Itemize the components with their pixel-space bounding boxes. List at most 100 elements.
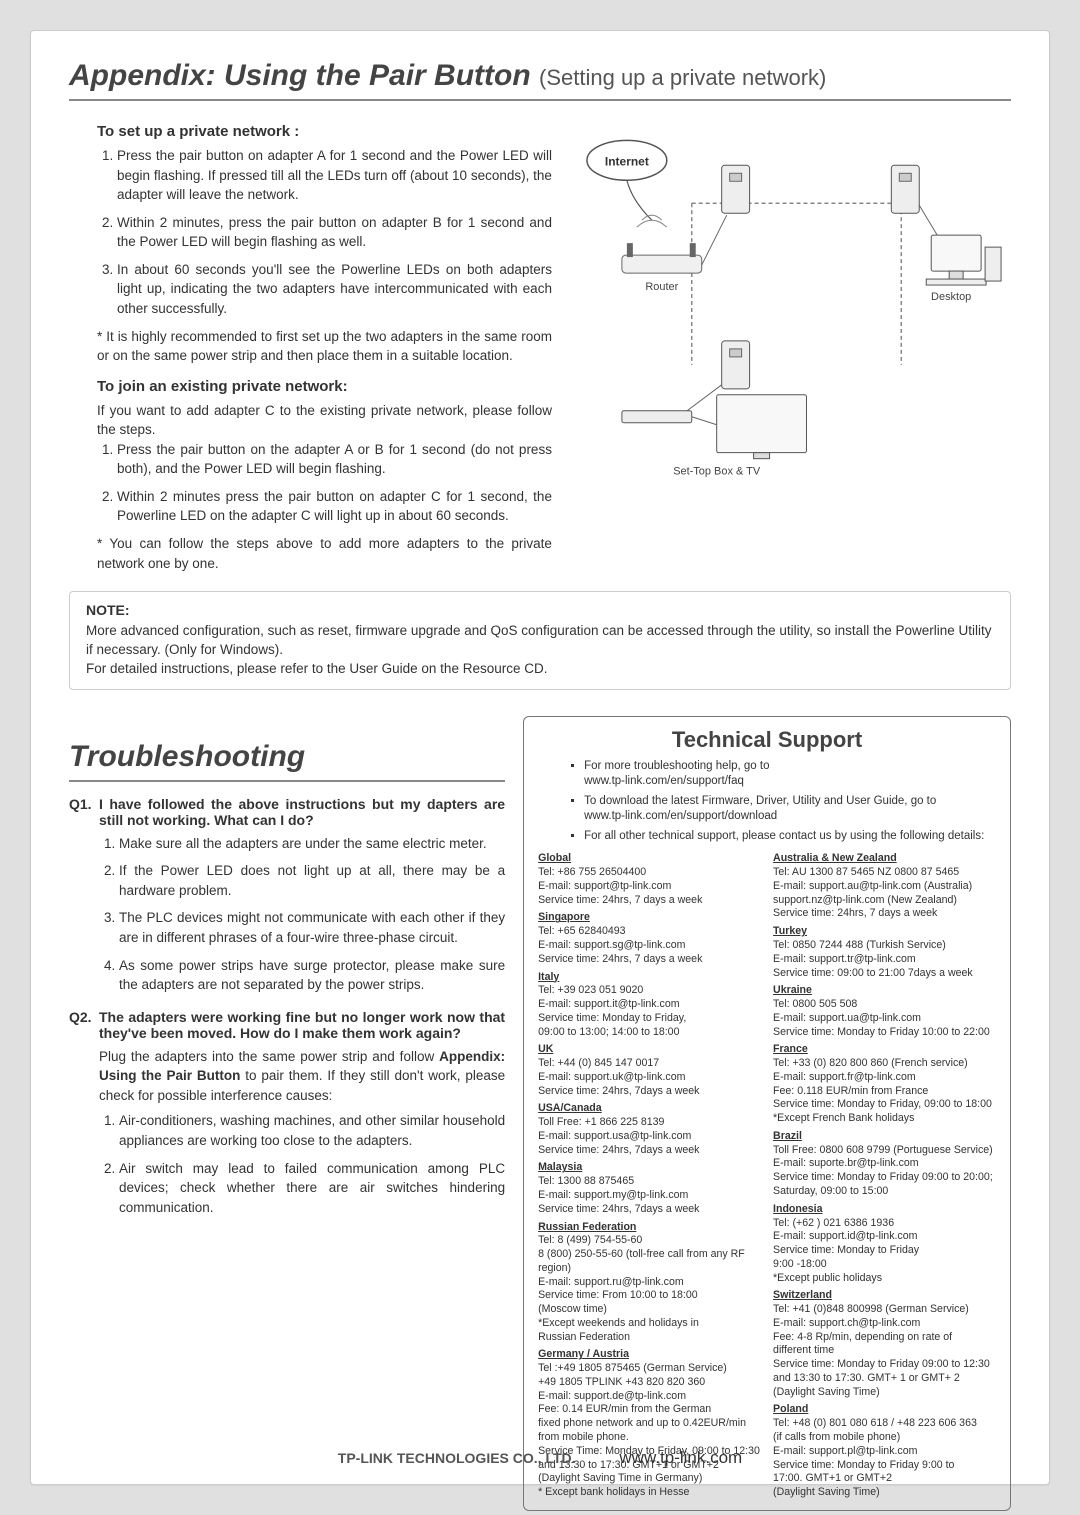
region-line: Toll Free: +1 866 225 8139 [538,1116,761,1130]
region-line: Tel: 8 (499) 754-55-60 [538,1234,761,1248]
region-heading: Switzerland [773,1289,996,1303]
region-line: (Daylight Saving Time) [773,1486,996,1500]
region-line: Service time: Monday to Friday 10:00 to … [773,1026,996,1040]
region-line: Russian Federation [538,1331,761,1345]
region-line: 8 (800) 250-55-60 (toll-free call from a… [538,1248,761,1276]
region-line: Service time: 24hrs, 7 days a week [773,907,996,921]
region-heading: Italy [538,971,761,985]
region-line: Service time: 24hrs, 7 days a week [538,894,761,908]
region-line: Service time: Monday to Friday, [538,1012,761,1026]
region-line: * Except bank holidays in Hesse [538,1486,761,1500]
region-line: (if calls from mobile phone) [773,1431,996,1445]
answer-2: Plug the adapters into the same power st… [99,1047,505,1218]
region-line: Service time: Monday to Friday, 09:00 to… [773,1098,996,1112]
list-item: Press the pair button on adapter A for 1… [117,146,552,205]
region-line: Service time: From 10:00 to 18:00 [538,1289,761,1303]
internet-label: Internet [605,154,649,168]
setup-steps: Press the pair button on adapter A for 1… [97,146,552,319]
region-heading: Brazil [773,1130,996,1144]
setup-heading: To set up a private network : [97,123,552,140]
region-line: Tel: +39 023 051 9020 [538,984,761,998]
region-line: Service time: 24hrs, 7days a week [538,1203,761,1217]
list-item: As some power strips have surge protecto… [119,956,505,995]
list-item: Air switch may lead to failed communicat… [119,1159,505,1218]
question-1: Q1. I have followed the above instructio… [69,796,505,828]
troubleshoot-title: Troubleshooting [69,740,505,782]
region-line: *Except weekends and holidays in [538,1317,761,1331]
question-2: Q2. The adapters were working fine but n… [69,1009,505,1041]
region-line: *Except public holidays [773,1272,996,1286]
tech-left-col: GlobalTel: +86 755 26504400E-mail: suppo… [538,848,761,1499]
router-label: Router [645,281,678,293]
region-line: 09:00 to 13:00; 14:00 to 18:00 [538,1026,761,1040]
region-line: Fee: 0.118 EUR/min from France [773,1085,996,1099]
list-item: Air-conditioners, washing machines, and … [119,1111,505,1150]
tech-support-columns: GlobalTel: +86 755 26504400E-mail: suppo… [538,848,996,1499]
join-note: * You can follow the steps above to add … [97,534,552,573]
network-diagram: Internet Router [572,115,1011,495]
appendix-title: Appendix: Using the Pair Button (Setting… [69,59,1011,101]
region-line: Tel: +65 62840493 [538,925,761,939]
region-heading: Russian Federation [538,1221,761,1235]
region-line: Service time: 24hrs, 7days a week [538,1144,761,1158]
region-line: Tel: +48 (0) 801 080 618 / +48 223 606 3… [773,1417,996,1431]
footer-company: TP-LINK TECHNOLOGIES CO., LTD. [338,1450,576,1466]
top-section: To set up a private network : Press the … [69,115,1011,573]
region-line: Tel: +86 755 26504400 [538,866,761,880]
region-line: Tel: +33 (0) 820 800 860 (French service… [773,1057,996,1071]
diagram-column: Internet Router [572,115,1011,573]
q1-number: Q1. [69,796,99,828]
region-line: different time [773,1344,996,1358]
desktop-label: Desktop [931,291,971,303]
region-line: Service time: Monday to Friday 09:00 to … [773,1358,996,1386]
tech-support-title: Technical Support [538,727,996,753]
list-item: To download the latest Firmware, Driver,… [584,794,996,825]
region-heading: Global [538,852,761,866]
region-heading: Malaysia [538,1161,761,1175]
region-line: (Daylight Saving Time in Germany) [538,1472,761,1486]
region-line: E-mail: support.my@tp-link.com [538,1189,761,1203]
note-label: NOTE: [86,602,994,618]
region-heading: Poland [773,1403,996,1417]
region-line: Service time: Monday to Friday [773,1244,996,1258]
region-line: E-mail: support.uk@tp-link.com [538,1071,761,1085]
region-line: E-mail: support.ua@tp-link.com [773,1012,996,1026]
region-line: E-mail: support@tp-link.com [538,880,761,894]
region-line: Fee: 4-8 Rp/min, depending on rate of [773,1331,996,1345]
region-line: Tel: 0850 7244 488 (Turkish Service) [773,939,996,953]
region-heading: Germany / Austria [538,1348,761,1362]
region-line: (Daylight Saving Time) [773,1386,996,1400]
region-line: Tel: AU 1300 87 5465 NZ 0800 87 5465 [773,866,996,880]
a2-intro-a: Plug the adapters into the same power st… [99,1049,439,1064]
region-heading: Singapore [538,911,761,925]
note-text-1: More advanced configuration, such as res… [86,622,994,660]
list-item: In about 60 seconds you'll see the Power… [117,260,552,319]
region-heading: USA/Canada [538,1102,761,1116]
region-line: (Moscow time) [538,1303,761,1317]
tech-support-bullets: For more troubleshooting help, go towww.… [566,759,996,845]
join-heading: To join an existing private network: [97,378,552,395]
appendix-title-main: Appendix: Using the Pair Button [69,59,531,92]
region-line: E-mail: support.id@tp-link.com [773,1230,996,1244]
region-line: Tel: +44 (0) 845 147 0017 [538,1057,761,1071]
region-line: Tel: (+62 ) 021 6386 1936 [773,1217,996,1231]
region-line: Toll Free: 0800 608 9799 (Portuguese Ser… [773,1144,996,1158]
footer: TP-LINK TECHNOLOGIES CO., LTD. www.tp-li… [31,1448,1049,1468]
page: Appendix: Using the Pair Button (Setting… [30,30,1050,1485]
list-item: Within 2 minutes press the pair button o… [117,487,552,526]
join-intro: If you want to add adapter C to the exis… [97,401,552,440]
list-item: Make sure all the adapters are under the… [119,834,505,854]
list-item: If the Power LED does not light up at al… [119,861,505,900]
q2-text: The adapters were working fine but no lo… [99,1009,505,1041]
appendix-subtitle: (Setting up a private network) [539,65,826,90]
region-line: E-mail: support.sg@tp-link.com [538,939,761,953]
region-line: fixed phone network and up to 0.42EUR/mi… [538,1417,761,1445]
region-line: E-mail: support.usa@tp-link.com [538,1130,761,1144]
region-line: E-mail: support.au@tp-link.com (Australi… [773,880,996,894]
region-line: Service time: 09:00 to 21:00 7days a wee… [773,967,996,981]
note-box: NOTE: More advanced configuration, such … [69,591,1011,690]
list-item: For more troubleshooting help, go towww.… [584,759,996,790]
footer-url: www.tp-link.com [619,1448,742,1467]
region-line: E-mail: support.ch@tp-link.com [773,1317,996,1331]
region-line: *Except French Bank holidays [773,1112,996,1126]
